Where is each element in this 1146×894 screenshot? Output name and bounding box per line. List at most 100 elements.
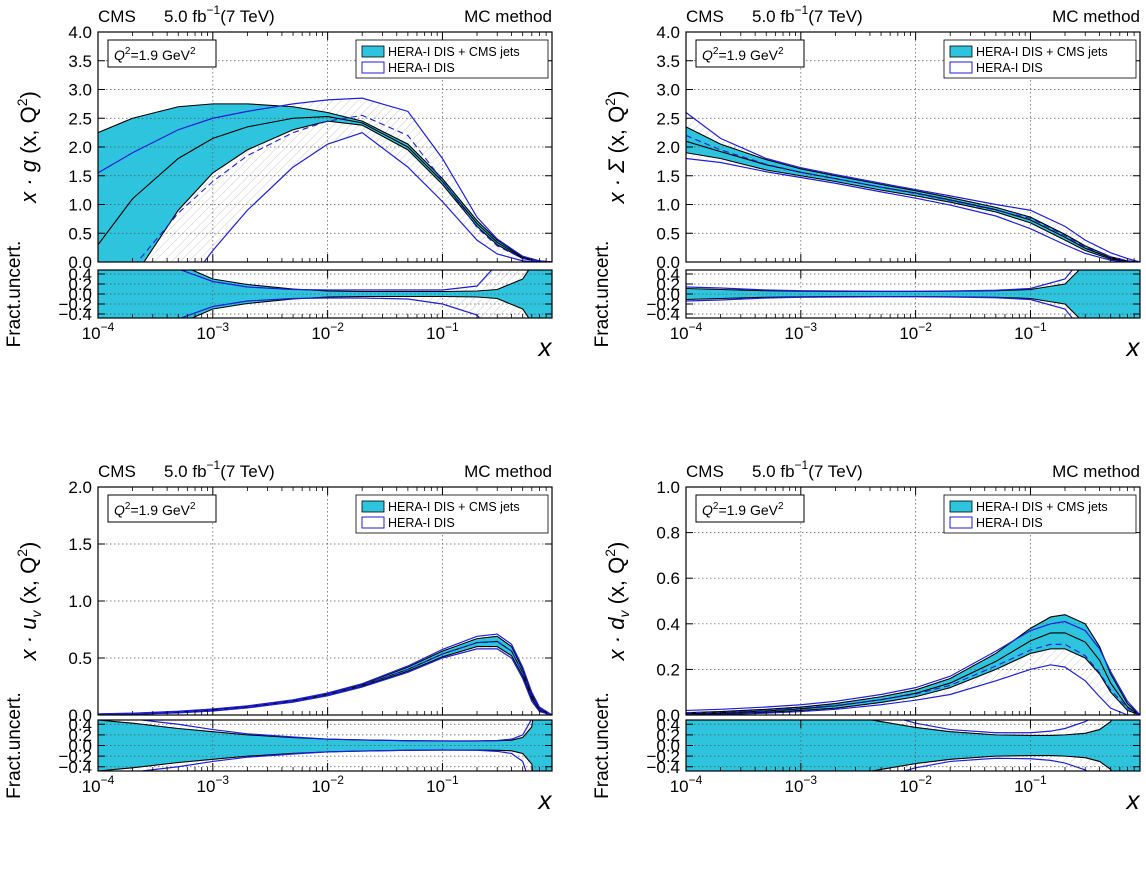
y-tick-label: 0.0 xyxy=(656,253,680,272)
ratio-band-fill xyxy=(98,270,552,318)
y-title-args: (x, Q xyxy=(16,557,41,611)
x-tick-base: 10 xyxy=(197,324,216,343)
ratio-y-tick-label: 0.0 xyxy=(68,737,92,756)
hera-upper-line xyxy=(686,620,1140,715)
ratio-y-tick-label: −0.2 xyxy=(646,747,680,766)
y-title-close: ) xyxy=(604,91,629,98)
x-tick-exp: −2 xyxy=(330,773,344,787)
ratio-y-tick-label: −0.2 xyxy=(58,747,92,766)
ratio-y-tick-label: −0.4 xyxy=(646,758,680,777)
y-tick-label: 0.2 xyxy=(656,660,680,679)
ratio-y-tick-label: −0.2 xyxy=(646,295,680,314)
y-tick-label: 1.0 xyxy=(656,196,680,215)
panel-dv: 0.00.20.40.60.81.0x · dv (x, Q2)CMS 5.0 f… xyxy=(592,458,1141,815)
ratio-y-tick-label: 0.0 xyxy=(656,285,680,304)
q2-label: Q2=1.9 GeV2 xyxy=(114,46,196,63)
y-title-args: (x, Q xyxy=(16,106,41,160)
lumi-value: 5.0 fb xyxy=(752,7,795,26)
ratio-hera-upper xyxy=(136,720,532,742)
lumi-value: 5.0 fb xyxy=(164,462,207,481)
q2-label: Q2=1.9 GeV2 xyxy=(702,501,784,518)
x-tick-base: 10 xyxy=(426,777,445,796)
y-title-sup: 2 xyxy=(602,98,618,106)
x-tick-label: 10−2 xyxy=(899,773,932,796)
y-title-args: (x, Q xyxy=(604,557,629,611)
q2-unit-exp: 2 xyxy=(778,501,784,512)
lumi-exp: −1 xyxy=(207,3,221,17)
legend-box xyxy=(943,494,1137,534)
x-tick-label: 10−4 xyxy=(670,320,703,343)
legend-label-band: HERA-I DIS + CMS jets xyxy=(388,45,520,59)
x-tick-exp: −3 xyxy=(803,320,817,334)
band-fill xyxy=(98,103,552,262)
y-tick-label: 1.5 xyxy=(68,535,92,554)
x-tick-exp: −1 xyxy=(1033,320,1047,334)
y-title-sup: 2 xyxy=(14,98,30,106)
ratio-band-fill xyxy=(686,720,1140,771)
y-tick-label: 4.0 xyxy=(68,23,92,42)
ratio-y-tick-label: −0.4 xyxy=(58,758,92,777)
y-title-sub: v xyxy=(616,610,632,618)
y-axis-title: x · uv (x, Q2) xyxy=(14,542,44,662)
y-tick-label: 1.0 xyxy=(68,196,92,215)
x-axis-title: x xyxy=(1125,332,1141,362)
q2-unit-exp: 2 xyxy=(190,46,196,57)
ratio-y-tick-label: −0.4 xyxy=(646,305,680,324)
x-tick-exp: −1 xyxy=(445,773,459,787)
x-tick-label: 10−4 xyxy=(670,773,703,796)
lumi-label: 5.0 fb−1(7 TeV) xyxy=(752,458,863,481)
ratio-band-lower xyxy=(868,755,1112,771)
ratio-y-tick-label: −0.2 xyxy=(58,295,92,314)
q2-exp: 2 xyxy=(125,501,131,512)
q2-box xyxy=(107,494,217,523)
energy-label: (7 TeV) xyxy=(808,7,863,26)
y-title-main: x · u xyxy=(16,618,41,662)
q2-q: Q xyxy=(702,502,713,518)
x-tick-label: 10−3 xyxy=(785,320,818,343)
x-tick-exp: −4 xyxy=(101,773,115,787)
q2-q: Q xyxy=(114,502,125,518)
x-tick-label: 10−2 xyxy=(311,320,344,343)
band-central-line xyxy=(98,115,552,262)
hera-upper-line xyxy=(686,112,1140,262)
ratio-hera-lower xyxy=(179,297,481,318)
y-tick-label: 3.0 xyxy=(656,81,680,100)
experiment-label: CMS xyxy=(686,7,724,26)
y-tick-label: 0.8 xyxy=(656,524,680,543)
hera-central-line xyxy=(136,114,552,262)
ratio-hera-upper xyxy=(686,270,1074,292)
x-tick-exp: −3 xyxy=(215,320,229,334)
ratio-hera-lower xyxy=(686,296,1074,318)
x-tick-base: 10 xyxy=(82,324,101,343)
ratio-y-tick-label: 0.2 xyxy=(68,726,92,745)
q2-value: =1.9 GeV xyxy=(718,502,778,518)
energy-label: (7 TeV) xyxy=(808,462,863,481)
ratio-y-tick-label: 0.0 xyxy=(68,285,92,304)
band-central-line xyxy=(98,640,552,715)
ratio-hera-lower xyxy=(901,757,1089,771)
experiment-label: CMS xyxy=(686,462,724,481)
method-label: MC method xyxy=(1052,462,1140,481)
y-title-sub: v xyxy=(28,610,44,618)
legend-label-hera: HERA-I DIS xyxy=(388,516,455,530)
lumi-value: 5.0 fb xyxy=(752,462,795,481)
x-tick-label: 10−3 xyxy=(197,773,230,796)
x-tick-exp: −3 xyxy=(803,773,817,787)
panel-sigma: 0.00.51.01.52.02.53.03.54.0x · Σ (x, Q2)… xyxy=(592,3,1141,362)
y-tick-label: 2.5 xyxy=(656,109,680,128)
legend-swatch-band xyxy=(361,500,385,513)
legend-swatch-hera xyxy=(361,61,385,74)
x-tick-base: 10 xyxy=(311,324,330,343)
method-label: MC method xyxy=(464,7,552,26)
hera-upper-line xyxy=(98,97,552,262)
y-title-close: ) xyxy=(16,91,41,98)
ratio-pad xyxy=(686,720,1140,771)
experiment-label: CMS xyxy=(98,462,136,481)
ratio-band-lower xyxy=(190,295,530,318)
lumi-exp: −1 xyxy=(207,458,221,472)
x-tick-label: 10−3 xyxy=(197,320,230,343)
band-upper-line xyxy=(98,103,552,262)
y-tick-label: 2.0 xyxy=(68,478,92,497)
q2-label: Q2=1.9 GeV2 xyxy=(114,501,196,518)
